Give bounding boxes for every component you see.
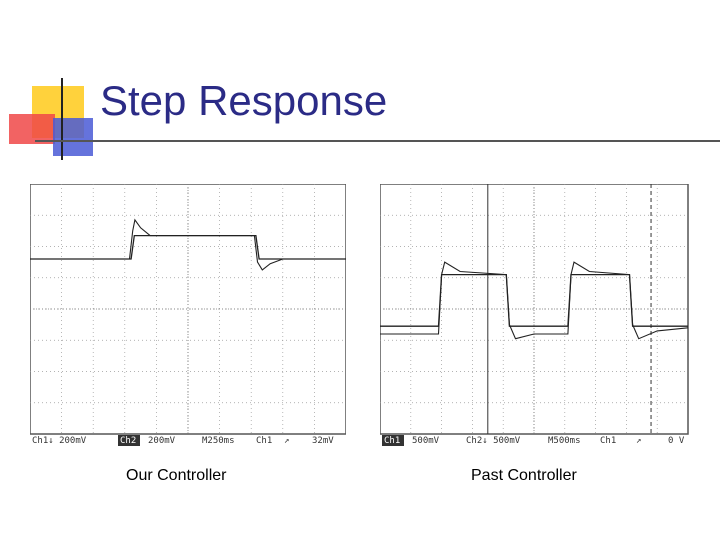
scope-readout: Ch1↓ 200mV Ch2 200mV M250ms Ch1 ↗ 32mV [32, 435, 334, 446]
blue-square-icon [53, 118, 93, 156]
readout-ch1-scale: 500mV [412, 436, 440, 446]
series-line-2 [380, 273, 688, 327]
readout-ch1: Ch1↓ 200mV [32, 436, 87, 446]
series-line-2 [30, 234, 346, 260]
scope-past-controller: Ch1 500mV Ch2↓ 500mV M500ms Ch1 ↗ 0 V [380, 184, 689, 446]
slide-title: Step Response [100, 77, 388, 124]
readout-timebase: M500ms [548, 436, 581, 446]
readout-ch2: Ch2 [120, 436, 136, 446]
readout-ch2: Ch2↓ 500mV [466, 436, 521, 446]
caption-past-controller: Past Controller [471, 467, 577, 484]
readout-timebase: M250ms [202, 436, 235, 446]
scope-cursors [487, 184, 652, 434]
readout-ch2-badge [118, 435, 140, 446]
scope-traces [380, 261, 689, 340]
readout-trigger-slope: ↗ [636, 436, 641, 446]
readout-trigger-source: Ch1 [256, 436, 272, 446]
scope-traces [30, 218, 346, 271]
readout-trigger-source: Ch1 [600, 436, 616, 446]
series-line-1 [380, 261, 689, 340]
readout-ch1-badge [382, 435, 404, 446]
readout-ch1: Ch1 [384, 436, 400, 446]
red-square-icon [9, 114, 55, 144]
scope-grid [380, 184, 688, 434]
readout-trigger-level: 0 V [668, 436, 685, 446]
scope-our-controller: Ch1↓ 200mV Ch2 200mV M250ms Ch1 ↗ 32mV [30, 184, 346, 446]
readout-trigger-slope: ↗ [284, 436, 289, 446]
readout-ch2-scale: 200mV [148, 436, 176, 446]
scope-grid [30, 184, 346, 434]
caption-our-controller: Our Controller [126, 467, 227, 484]
readout-trigger-level: 32mV [312, 436, 334, 446]
scope-readout: Ch1 500mV Ch2↓ 500mV M500ms Ch1 ↗ 0 V [382, 435, 685, 446]
